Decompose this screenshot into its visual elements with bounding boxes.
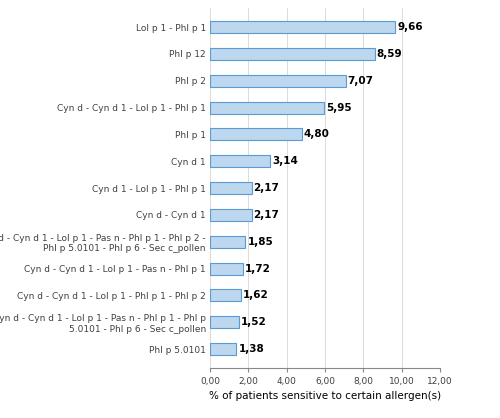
Text: 1,62: 1,62 bbox=[243, 291, 268, 301]
Text: 1,72: 1,72 bbox=[245, 264, 271, 273]
Bar bbox=[210, 128, 302, 140]
Text: 2,17: 2,17 bbox=[254, 183, 280, 193]
Text: 3,14: 3,14 bbox=[272, 156, 298, 166]
Bar bbox=[210, 343, 236, 355]
Text: 4,80: 4,80 bbox=[304, 130, 330, 140]
Bar bbox=[210, 21, 395, 33]
X-axis label: % of patients sensitive to certain allergen(s): % of patients sensitive to certain aller… bbox=[209, 391, 441, 401]
Text: 1,38: 1,38 bbox=[238, 344, 264, 354]
Bar bbox=[210, 236, 246, 248]
Text: 8,59: 8,59 bbox=[376, 49, 402, 59]
Text: 2,17: 2,17 bbox=[254, 210, 280, 220]
Bar bbox=[210, 48, 374, 60]
Bar bbox=[210, 102, 324, 114]
Text: 1,85: 1,85 bbox=[248, 237, 273, 247]
Bar bbox=[210, 155, 270, 167]
Bar bbox=[210, 75, 346, 87]
Bar bbox=[210, 263, 243, 275]
Bar bbox=[210, 289, 241, 301]
Text: 5,95: 5,95 bbox=[326, 103, 351, 112]
Bar bbox=[210, 209, 252, 221]
Text: 1,52: 1,52 bbox=[241, 317, 267, 327]
Text: 9,66: 9,66 bbox=[397, 22, 422, 32]
Bar bbox=[210, 316, 239, 328]
Bar bbox=[210, 182, 252, 194]
Text: 7,07: 7,07 bbox=[348, 76, 374, 86]
